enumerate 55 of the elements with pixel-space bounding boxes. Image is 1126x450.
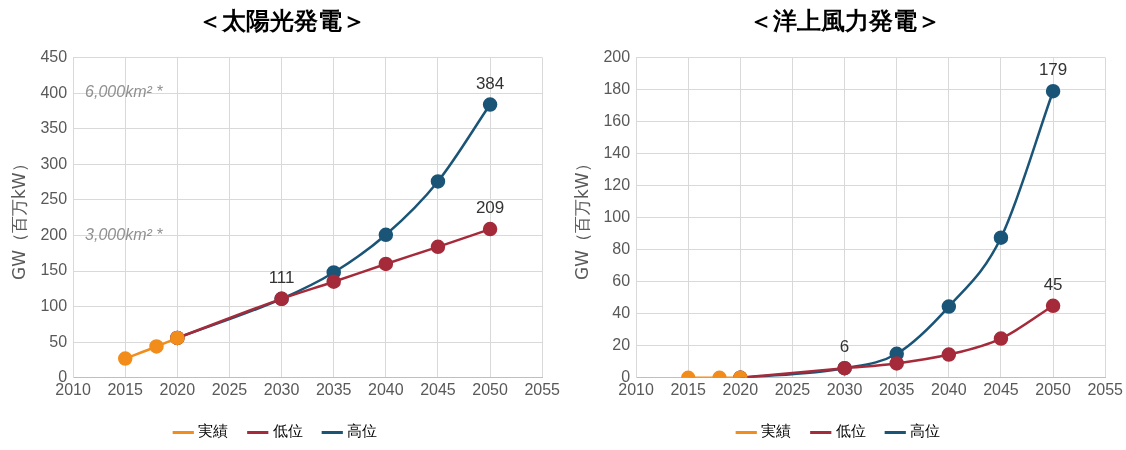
- y-tick-label: 100: [603, 208, 631, 226]
- annotation: 6,000km² *: [85, 83, 164, 101]
- y-tick-label: 40: [612, 304, 631, 322]
- x-tick-label: 2020: [722, 380, 759, 398]
- x-tick-label: 2030: [826, 380, 863, 398]
- data-label: 45: [1043, 274, 1063, 294]
- x-tick-label: 2035: [878, 380, 915, 398]
- legend-label: 低位: [835, 422, 866, 441]
- x-tick-label: 2030: [263, 380, 300, 398]
- y-tick-label: 120: [603, 176, 631, 194]
- x-tick-label: 2015: [670, 380, 707, 398]
- x-tick-label: 2045: [983, 380, 1019, 398]
- x-tick-label: 2045: [420, 380, 456, 398]
- chart-title: ＜洋上風力発電＞: [747, 6, 942, 37]
- x-tick-label: 2040: [368, 380, 404, 398]
- data-label: 111: [268, 268, 295, 287]
- x-tick-label: 2055: [524, 380, 561, 398]
- y-tick-label: 250: [40, 190, 68, 208]
- y-tick-label: 100: [40, 297, 68, 315]
- x-tick-label: 2055: [1087, 380, 1124, 398]
- x-tick-label: 2040: [931, 380, 967, 398]
- x-tick-label: 2025: [774, 380, 811, 398]
- x-tick-label: 2025: [211, 380, 248, 398]
- annotation: 3,000km² *: [85, 225, 164, 243]
- x-tick-label: 2035: [315, 380, 352, 398]
- chart-title: ＜太陽光発電＞: [196, 6, 367, 37]
- x-tick-label: 2050: [472, 380, 508, 398]
- y-axis-title: GW（百万kW）: [571, 155, 592, 281]
- legend-label: 実績: [198, 422, 229, 441]
- data-label: 6: [839, 337, 850, 357]
- legend-label: 低位: [272, 422, 303, 441]
- y-tick-label: 450: [40, 48, 68, 66]
- x-tick-label: 2020: [159, 380, 196, 398]
- legend-label: 高位: [347, 422, 378, 441]
- y-tick-label: 150: [40, 261, 68, 279]
- data-label: 179: [1038, 60, 1068, 80]
- y-tick-label: 200: [40, 225, 68, 243]
- legend-label: 実績: [761, 422, 792, 441]
- x-tick-label: 2050: [1035, 380, 1071, 398]
- y-tick-label: 60: [612, 272, 631, 290]
- y-tick-label: 160: [603, 112, 631, 130]
- data-label: 384: [475, 73, 505, 93]
- y-tick-label: 180: [603, 80, 631, 98]
- legend-label: 高位: [910, 422, 941, 441]
- y-tick-label: 50: [49, 332, 68, 350]
- y-tick-label: 20: [612, 336, 631, 354]
- y-tick-label: 300: [40, 154, 68, 172]
- x-tick-label: 2015: [107, 380, 144, 398]
- y-tick-label: 350: [40, 119, 68, 137]
- y-tick-label: 140: [603, 144, 631, 162]
- y-tick-label: 200: [603, 48, 631, 66]
- y-axis-title: GW（百万kW）: [8, 155, 29, 281]
- y-tick-label: 400: [40, 83, 68, 101]
- y-tick-label: 80: [612, 240, 631, 258]
- data-label: 209: [475, 198, 505, 218]
